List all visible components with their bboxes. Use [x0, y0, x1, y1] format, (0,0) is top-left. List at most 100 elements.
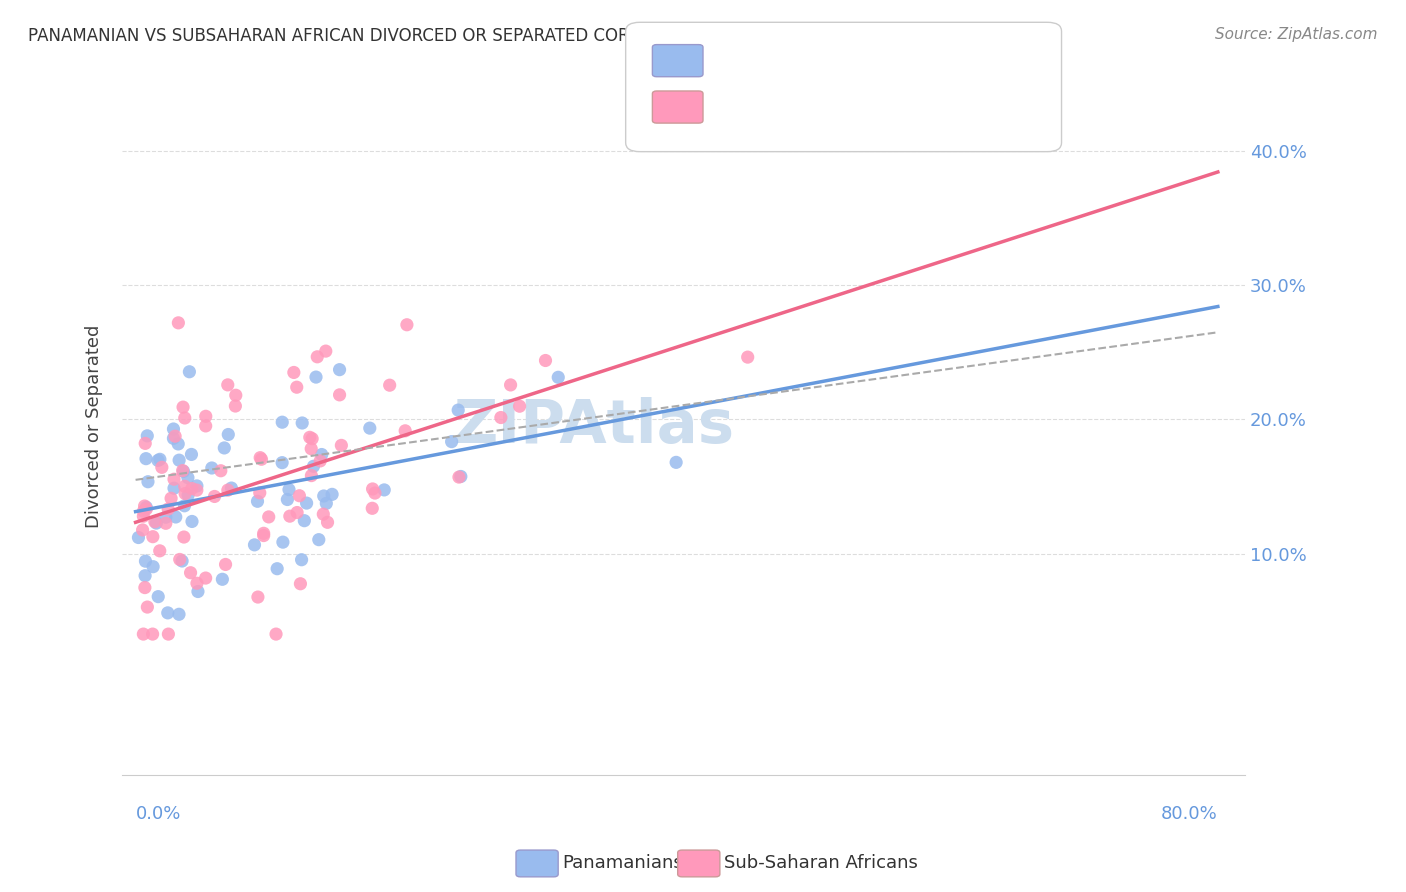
- Point: [489, 410, 512, 425]
- Point: [292, 514, 315, 528]
- Text: 80.0%: 80.0%: [1161, 805, 1218, 823]
- Point: [157, 627, 180, 641]
- Point: [447, 403, 470, 417]
- Text: ZIPAtlas: ZIPAtlas: [453, 397, 734, 456]
- Point: [167, 607, 190, 622]
- Point: [249, 485, 271, 500]
- Point: [136, 600, 159, 615]
- Point: [315, 496, 337, 510]
- Point: [186, 483, 208, 497]
- Point: [163, 472, 186, 486]
- Point: [136, 475, 159, 489]
- Point: [177, 471, 200, 485]
- Point: [165, 429, 187, 443]
- Point: [290, 576, 312, 591]
- Text: PANAMANIAN VS SUBSAHARAN AFRICAN DIVORCED OR SEPARATED CORRELATION CHART: PANAMANIAN VS SUBSAHARAN AFRICAN DIVORCE…: [28, 27, 773, 45]
- Text: 0.0%: 0.0%: [135, 805, 181, 823]
- Point: [194, 418, 217, 433]
- Point: [173, 499, 195, 513]
- Point: [173, 530, 195, 544]
- Point: [214, 558, 236, 572]
- Point: [167, 437, 190, 451]
- Point: [364, 486, 387, 500]
- Point: [186, 576, 208, 591]
- Point: [148, 590, 170, 604]
- Text: 79: 79: [848, 94, 873, 112]
- Point: [177, 488, 200, 502]
- Point: [225, 388, 247, 402]
- Point: [214, 441, 236, 455]
- Point: [246, 494, 269, 508]
- Point: [134, 499, 156, 513]
- Point: [143, 515, 166, 529]
- Point: [278, 509, 301, 524]
- Point: [312, 489, 335, 503]
- Point: [145, 516, 167, 530]
- Point: [132, 627, 155, 641]
- Point: [378, 378, 401, 392]
- Point: [361, 482, 384, 496]
- Point: [290, 552, 312, 566]
- Point: [509, 399, 531, 413]
- Point: [315, 344, 337, 359]
- Point: [271, 456, 294, 470]
- Point: [169, 552, 191, 566]
- Point: [534, 353, 557, 368]
- Point: [217, 377, 239, 392]
- Point: [173, 464, 195, 478]
- Point: [155, 510, 177, 524]
- Point: [253, 528, 276, 542]
- Point: [142, 627, 165, 641]
- Point: [194, 409, 217, 424]
- Point: [134, 568, 156, 582]
- Text: R =: R =: [710, 94, 749, 112]
- Point: [204, 490, 226, 504]
- Point: [167, 316, 190, 330]
- Point: [135, 500, 157, 515]
- Point: [361, 501, 384, 516]
- Point: [271, 415, 294, 429]
- Point: [271, 535, 294, 549]
- Point: [135, 451, 157, 466]
- Point: [266, 562, 288, 576]
- Point: [132, 504, 155, 518]
- Point: [249, 450, 271, 465]
- Point: [298, 430, 321, 444]
- Point: [305, 370, 328, 384]
- Point: [547, 370, 569, 384]
- Point: [373, 483, 395, 497]
- Point: [173, 479, 195, 493]
- Point: [209, 464, 232, 478]
- Point: [142, 530, 165, 544]
- Point: [499, 378, 522, 392]
- Point: [288, 489, 311, 503]
- Point: [201, 461, 224, 475]
- Text: 63: 63: [848, 47, 873, 65]
- Point: [283, 366, 305, 380]
- Point: [264, 627, 287, 641]
- Point: [146, 453, 169, 467]
- Point: [359, 421, 381, 435]
- Point: [134, 554, 156, 568]
- Point: [250, 452, 273, 467]
- Point: [157, 502, 180, 516]
- Point: [312, 507, 335, 521]
- Point: [301, 432, 323, 446]
- Point: [394, 424, 416, 438]
- Point: [329, 388, 352, 402]
- Text: R =: R =: [710, 47, 749, 65]
- Point: [172, 400, 194, 414]
- Point: [194, 571, 217, 585]
- Point: [180, 566, 202, 580]
- Point: [276, 492, 298, 507]
- Text: N =: N =: [806, 47, 845, 65]
- Point: [156, 606, 179, 620]
- Point: [395, 318, 418, 332]
- Point: [243, 538, 266, 552]
- Point: [134, 436, 156, 450]
- Point: [737, 350, 759, 364]
- Point: [285, 380, 308, 394]
- Point: [131, 523, 153, 537]
- Point: [162, 431, 184, 445]
- Y-axis label: Divorced or Separated: Divorced or Separated: [86, 325, 103, 528]
